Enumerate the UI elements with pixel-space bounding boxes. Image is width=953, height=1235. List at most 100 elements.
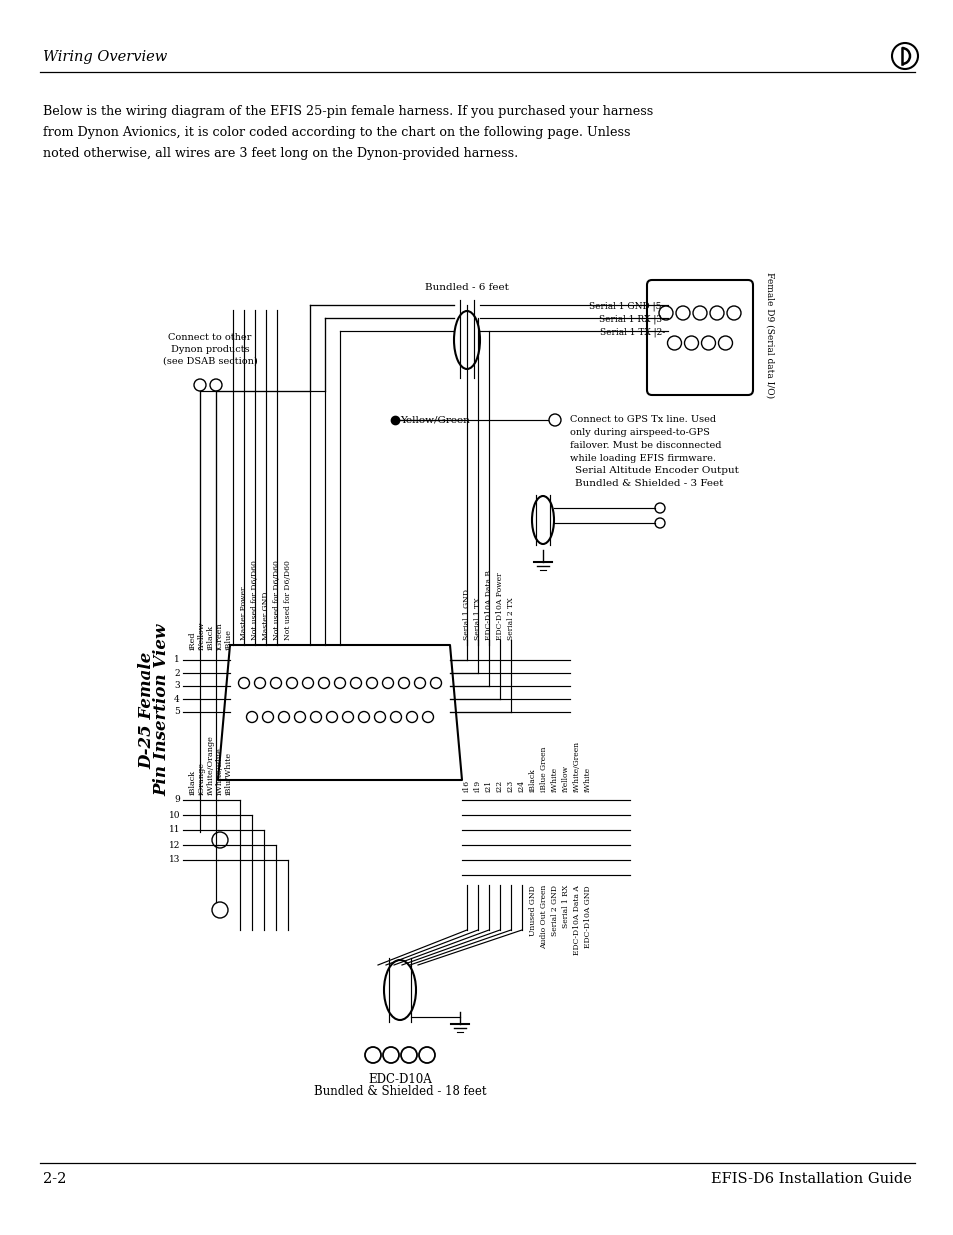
Text: Serial 1 RX |3-: Serial 1 RX |3- — [598, 314, 664, 324]
Text: iOrange: iOrange — [198, 762, 206, 795]
Text: iBlack: iBlack — [529, 768, 537, 792]
Text: failover. Must be disconnected: failover. Must be disconnected — [569, 441, 720, 450]
Text: iWhite/Green: iWhite/Green — [573, 741, 580, 792]
Text: Master Power: Master Power — [240, 587, 248, 640]
Circle shape — [302, 678, 314, 688]
Circle shape — [414, 678, 425, 688]
Text: Female D9 (Serial data I/O): Female D9 (Serial data I/O) — [764, 272, 774, 398]
Text: 2-2: 2-2 — [43, 1172, 67, 1186]
Text: Bundled & Shielded - 18 feet: Bundled & Shielded - 18 feet — [314, 1086, 486, 1098]
Text: Yellow/Green: Yellow/Green — [399, 415, 470, 425]
Text: Audio Out Green: Audio Out Green — [539, 885, 547, 950]
Circle shape — [286, 678, 297, 688]
Circle shape — [326, 711, 337, 722]
Circle shape — [406, 711, 417, 722]
Circle shape — [430, 678, 441, 688]
Circle shape — [271, 678, 281, 688]
Text: Not used for D6/D60: Not used for D6/D60 — [273, 561, 281, 640]
Circle shape — [350, 678, 361, 688]
Text: 12: 12 — [169, 841, 180, 850]
Text: iWhite: iWhite — [551, 767, 558, 792]
Text: 2: 2 — [174, 668, 180, 678]
Text: Not used for D6/D60: Not used for D6/D60 — [251, 561, 258, 640]
Text: i24: i24 — [517, 779, 525, 792]
Text: EFIS-D6 Installation Guide: EFIS-D6 Installation Guide — [710, 1172, 911, 1186]
Text: 11: 11 — [169, 825, 180, 835]
Text: EDC-D10A GND: EDC-D10A GND — [583, 885, 592, 947]
Circle shape — [254, 678, 265, 688]
Circle shape — [365, 1047, 380, 1063]
Circle shape — [342, 711, 354, 722]
Text: i21: i21 — [484, 779, 493, 792]
Circle shape — [726, 306, 740, 320]
Text: EDC-D10A Data B: EDC-D10A Data B — [484, 571, 493, 640]
Text: i19: i19 — [474, 779, 481, 792]
Circle shape — [700, 336, 715, 350]
Text: iRed: iRed — [189, 631, 196, 650]
Text: Serial 1 GND |5-: Serial 1 GND |5- — [589, 301, 664, 311]
Text: Pin Insertion View: Pin Insertion View — [153, 624, 171, 797]
Text: i23: i23 — [506, 779, 515, 792]
Circle shape — [676, 306, 689, 320]
Text: Connect to GPS Tx line. Used: Connect to GPS Tx line. Used — [569, 415, 716, 424]
Text: EDC-D10A Data A: EDC-D10A Data A — [573, 885, 580, 955]
Circle shape — [310, 711, 321, 722]
Circle shape — [667, 336, 680, 350]
Text: EDC-D10A: EDC-D10A — [368, 1073, 432, 1086]
Text: Bundled & Shielded - 3 Feet: Bundled & Shielded - 3 Feet — [575, 479, 722, 488]
Circle shape — [400, 1047, 416, 1063]
Text: Serial 1 TX: Serial 1 TX — [474, 598, 481, 640]
Circle shape — [246, 711, 257, 722]
Circle shape — [718, 336, 732, 350]
Text: iBlack: iBlack — [207, 625, 214, 650]
Circle shape — [390, 711, 401, 722]
Text: noted otherwise, all wires are 3 feet long on the Dynon-provided harness.: noted otherwise, all wires are 3 feet lo… — [43, 147, 517, 161]
Circle shape — [238, 678, 250, 688]
Circle shape — [262, 711, 274, 722]
Text: i22: i22 — [496, 779, 503, 792]
Text: Not used for D6/D60: Not used for D6/D60 — [284, 561, 292, 640]
Text: iBlue: iBlue — [225, 629, 233, 650]
Circle shape — [692, 306, 706, 320]
Text: 4: 4 — [174, 694, 180, 704]
Text: iBlack: iBlack — [189, 769, 196, 795]
Text: iWhite: iWhite — [583, 767, 592, 792]
Circle shape — [422, 711, 433, 722]
Circle shape — [318, 678, 329, 688]
Text: Serial 2 GND: Serial 2 GND — [551, 885, 558, 936]
Circle shape — [398, 678, 409, 688]
Text: iYellow: iYellow — [198, 621, 206, 650]
Text: Bundled - 6 feet: Bundled - 6 feet — [425, 283, 508, 291]
Circle shape — [418, 1047, 435, 1063]
Text: Below is the wiring diagram of the EFIS 25-pin female harness. If you purchased : Below is the wiring diagram of the EFIS … — [43, 105, 653, 119]
Circle shape — [366, 678, 377, 688]
Text: 9: 9 — [174, 795, 180, 804]
Text: (see DSAB section): (see DSAB section) — [162, 357, 257, 366]
Circle shape — [659, 306, 672, 320]
Text: Wiring Overview: Wiring Overview — [43, 49, 167, 64]
Text: Serial 2 TX: Serial 2 TX — [506, 598, 515, 640]
Text: iYellow: iYellow — [561, 764, 569, 792]
Circle shape — [382, 678, 393, 688]
Text: i16: i16 — [462, 779, 471, 792]
Circle shape — [375, 711, 385, 722]
Circle shape — [684, 336, 698, 350]
Circle shape — [358, 711, 369, 722]
Text: iWhite/Orange: iWhite/Orange — [207, 735, 214, 795]
Text: 5: 5 — [174, 708, 180, 716]
Text: Connect to other: Connect to other — [168, 333, 252, 342]
Text: Serial 1 TX |2-: Serial 1 TX |2- — [599, 327, 664, 337]
Text: iGreen: iGreen — [215, 622, 224, 650]
Circle shape — [382, 1047, 398, 1063]
Text: iBlu/White: iBlu/White — [225, 752, 233, 795]
Text: iWhite/Blue: iWhite/Blue — [215, 747, 224, 795]
Text: 1: 1 — [174, 656, 180, 664]
Text: Master GND: Master GND — [262, 592, 270, 640]
Circle shape — [709, 306, 723, 320]
Text: iBlue Green: iBlue Green — [539, 746, 547, 792]
Text: only during airspeed-to-GPS: only during airspeed-to-GPS — [569, 429, 709, 437]
Circle shape — [335, 678, 345, 688]
Text: Dynon products: Dynon products — [171, 345, 249, 354]
Text: 3: 3 — [174, 682, 180, 690]
Text: D-25 Female: D-25 Female — [138, 651, 155, 768]
